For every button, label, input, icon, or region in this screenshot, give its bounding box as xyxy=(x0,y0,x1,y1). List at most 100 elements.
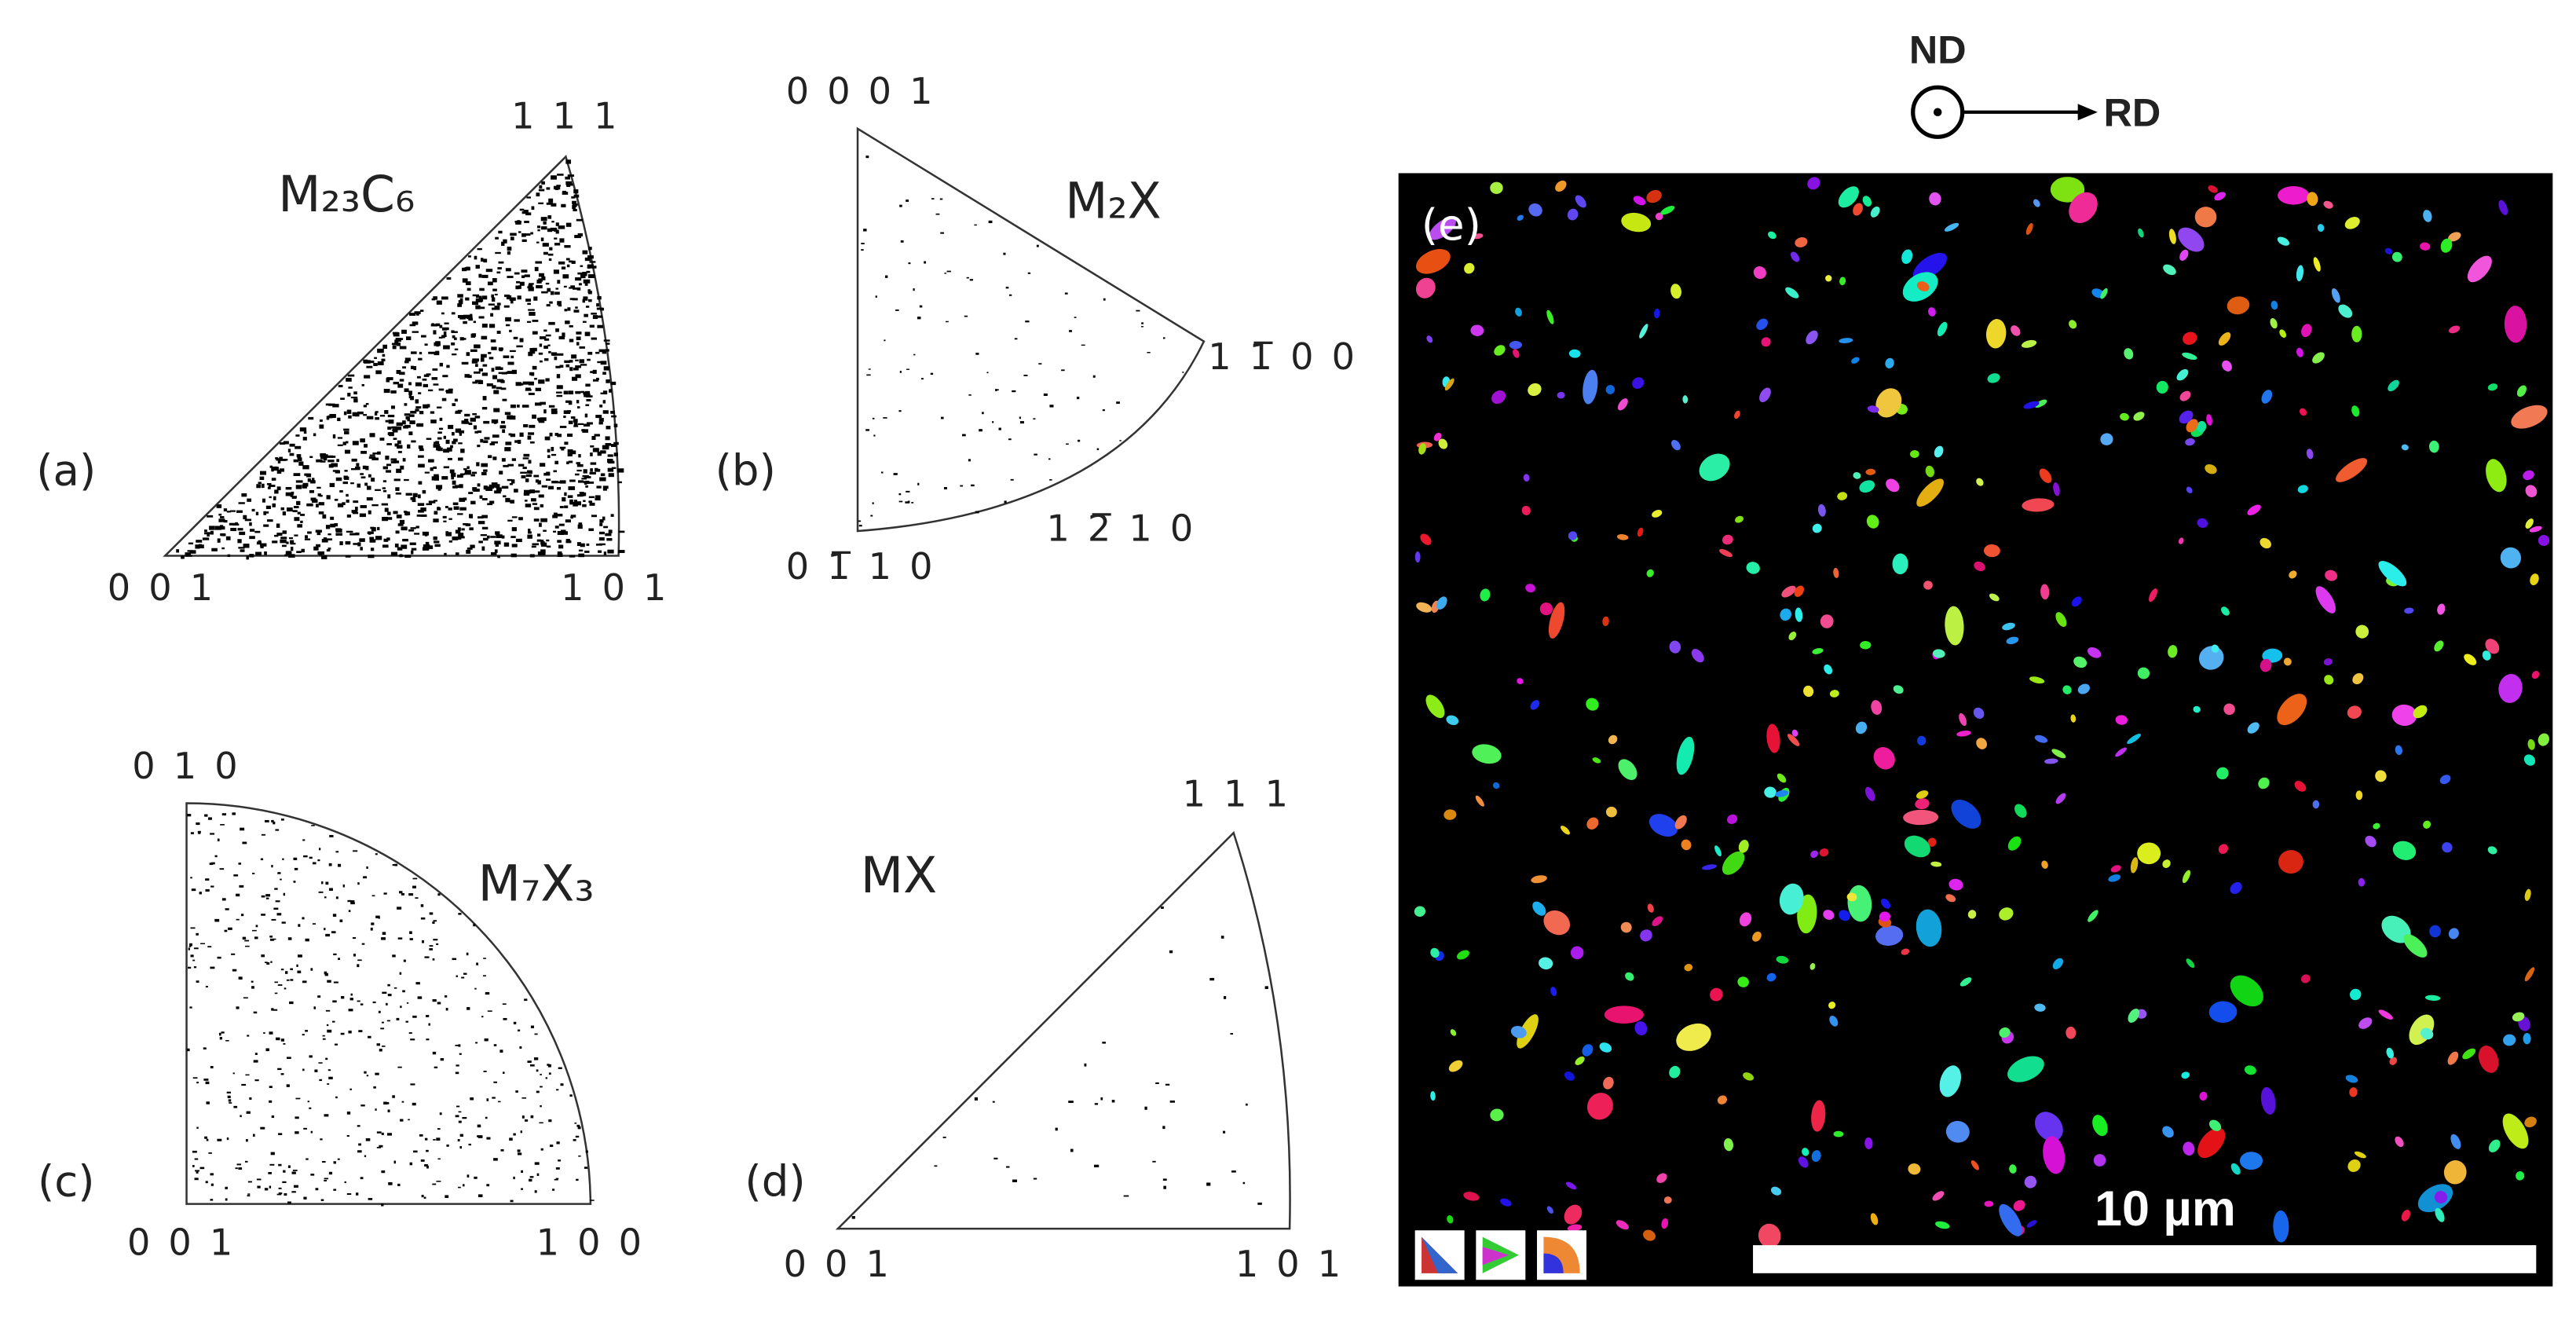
speck xyxy=(573,425,579,427)
speck xyxy=(423,383,428,387)
speck xyxy=(204,1136,207,1139)
speck xyxy=(509,483,514,485)
speck xyxy=(385,419,389,423)
speck xyxy=(426,438,432,440)
speck xyxy=(524,500,528,502)
speck xyxy=(210,1199,214,1201)
speck xyxy=(538,278,543,282)
speck xyxy=(432,1051,437,1055)
speck xyxy=(551,175,557,180)
speck xyxy=(342,502,346,505)
speck xyxy=(283,892,285,896)
speck xyxy=(481,335,488,340)
speck xyxy=(1530,700,1540,710)
speck xyxy=(1828,1002,1836,1009)
speck xyxy=(1575,1056,1585,1065)
speck xyxy=(315,529,322,533)
speck xyxy=(376,1146,381,1148)
speck xyxy=(293,857,298,860)
speck xyxy=(525,504,532,507)
speck xyxy=(392,428,398,433)
speck xyxy=(346,530,353,533)
speck xyxy=(466,352,470,357)
speck xyxy=(402,366,407,369)
speck xyxy=(561,203,566,207)
speck xyxy=(502,398,507,401)
speck xyxy=(576,1178,579,1181)
speck xyxy=(556,185,561,187)
speck xyxy=(471,360,478,364)
speck xyxy=(254,1079,259,1082)
speck xyxy=(471,501,474,504)
speck xyxy=(533,474,540,478)
speck xyxy=(2002,622,2015,631)
speck xyxy=(504,412,511,416)
speck xyxy=(437,507,441,511)
speck xyxy=(238,547,245,549)
speck xyxy=(554,237,558,240)
speck xyxy=(430,324,438,327)
speck xyxy=(2498,200,2508,215)
speck xyxy=(529,283,534,285)
speck xyxy=(554,356,558,361)
speck xyxy=(263,524,269,527)
speck xyxy=(333,1161,337,1164)
speck xyxy=(467,1174,470,1178)
speck xyxy=(534,1033,538,1035)
speck xyxy=(1430,947,1440,958)
speck xyxy=(521,1170,523,1174)
speck xyxy=(584,313,588,317)
speck xyxy=(529,1178,532,1182)
speck xyxy=(562,274,569,279)
speck xyxy=(245,1160,248,1163)
speck xyxy=(568,460,573,463)
speck xyxy=(408,382,412,386)
speck xyxy=(1076,397,1080,400)
speck xyxy=(557,551,562,555)
speck xyxy=(1916,790,1929,799)
speck xyxy=(2088,647,2102,658)
speck xyxy=(260,544,264,548)
speck xyxy=(576,469,582,472)
speck xyxy=(374,412,378,416)
speck xyxy=(373,1086,376,1089)
speck xyxy=(187,814,192,817)
speck xyxy=(333,953,337,956)
speck xyxy=(590,462,597,465)
speck xyxy=(2450,1134,2461,1149)
speck xyxy=(337,417,341,422)
speck xyxy=(386,1002,388,1005)
speck xyxy=(423,544,430,548)
speck xyxy=(193,947,199,950)
speck xyxy=(1691,649,1704,663)
speck xyxy=(468,492,474,495)
speck xyxy=(921,378,924,380)
speck xyxy=(2478,1046,2499,1073)
speck xyxy=(492,278,497,283)
speck xyxy=(336,459,339,463)
speck xyxy=(1788,632,1797,640)
speck xyxy=(358,1143,361,1146)
speck xyxy=(302,1068,305,1071)
speck xyxy=(1829,690,1839,698)
speck xyxy=(282,511,287,516)
speck xyxy=(578,283,582,286)
speck xyxy=(554,526,559,529)
speck xyxy=(861,249,864,251)
speck xyxy=(518,517,523,521)
speck xyxy=(509,329,512,332)
speck xyxy=(208,1152,212,1154)
speck xyxy=(602,350,607,354)
speck xyxy=(338,958,341,960)
speck xyxy=(538,202,544,205)
speck xyxy=(569,1094,573,1097)
speck xyxy=(221,898,226,901)
speck xyxy=(463,321,467,324)
speck xyxy=(2391,704,2417,727)
speck xyxy=(491,441,499,444)
speck xyxy=(305,938,309,942)
speck xyxy=(265,511,269,514)
speck xyxy=(305,535,308,539)
speck xyxy=(1632,377,1645,390)
